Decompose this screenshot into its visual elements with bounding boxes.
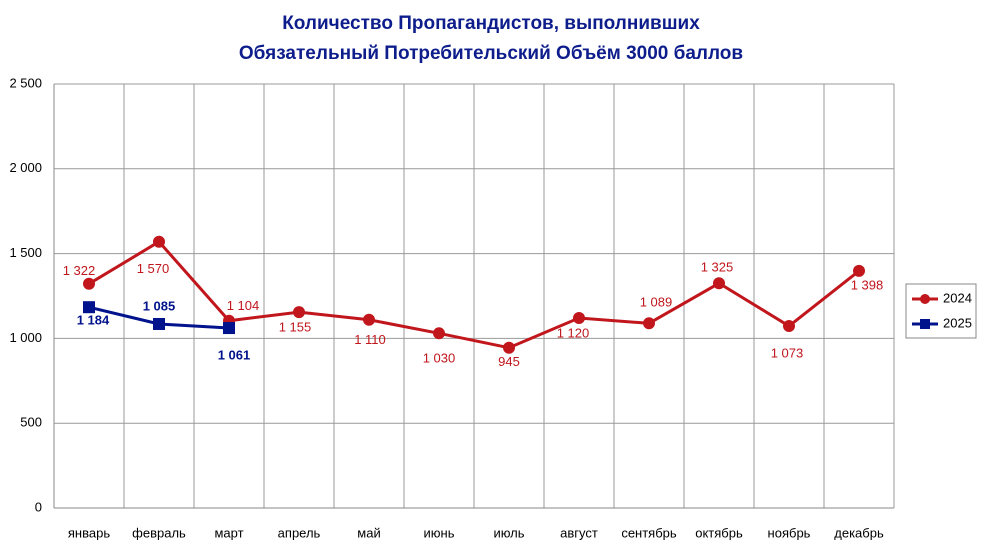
- marker: [433, 327, 445, 340]
- y-tick-label: 1 000: [9, 330, 42, 345]
- marker: [503, 341, 515, 354]
- x-tick-label: июнь: [424, 525, 455, 540]
- marker: [573, 312, 585, 325]
- marker: [153, 317, 165, 330]
- chart-title: Обязательный Потребительский Объём 3000 …: [239, 43, 743, 64]
- y-tick-label: 500: [20, 415, 42, 430]
- x-tick-label: август: [560, 525, 598, 540]
- data-label: 1 398: [851, 277, 884, 292]
- legend-box: [905, 283, 977, 339]
- y-tick-label: 0: [35, 499, 42, 514]
- data-label: 1 089: [640, 295, 673, 310]
- marker: [643, 317, 655, 330]
- marker: [363, 313, 375, 326]
- marker: [293, 306, 305, 319]
- series-line: [88, 239, 860, 350]
- y-tick-label: 1 500: [9, 245, 42, 260]
- x-tick-label: ноябрь: [768, 525, 811, 540]
- marker: [83, 301, 95, 314]
- data-label: 1 104: [227, 298, 260, 313]
- marker: [783, 320, 795, 333]
- data-label: 1 085: [143, 298, 176, 313]
- y-tick-label: 2 000: [9, 160, 42, 175]
- legend-marker: [920, 319, 930, 329]
- marker: [853, 264, 865, 277]
- x-tick-label: сентябрь: [621, 525, 677, 540]
- x-tick-label: апрель: [278, 525, 321, 540]
- data-label: 1 073: [771, 345, 804, 360]
- x-tick-label: май: [357, 525, 380, 540]
- data-label: 1 155: [279, 320, 312, 335]
- marker: [83, 277, 95, 290]
- chart-title: Количество Пропагандистов, выполнивших: [282, 13, 700, 34]
- marker: [713, 277, 725, 290]
- legend-label: 2025: [943, 315, 972, 330]
- data-label: 1 570: [137, 261, 170, 276]
- data-label: 945: [498, 354, 520, 369]
- x-tick-label: декабрь: [834, 525, 884, 540]
- x-tick-label: февраль: [132, 525, 186, 540]
- data-label: 1 325: [701, 260, 734, 275]
- marker: [223, 322, 235, 335]
- y-tick-label: 2 500: [9, 75, 42, 90]
- x-tick-label: июль: [493, 525, 524, 540]
- legend-label: 2024: [943, 290, 972, 305]
- x-tick-label: январь: [68, 525, 110, 540]
- data-label: 1 184: [77, 313, 110, 328]
- marker: [153, 235, 165, 248]
- data-label: 1 030: [423, 351, 456, 366]
- data-label: 1 322: [63, 263, 96, 278]
- data-label: 1 120: [557, 325, 590, 340]
- legend-marker: [920, 294, 930, 304]
- data-label: 1 061: [218, 347, 251, 362]
- x-tick-label: октябрь: [695, 525, 743, 540]
- x-tick-label: март: [214, 525, 243, 540]
- data-label: 1 110: [354, 332, 386, 347]
